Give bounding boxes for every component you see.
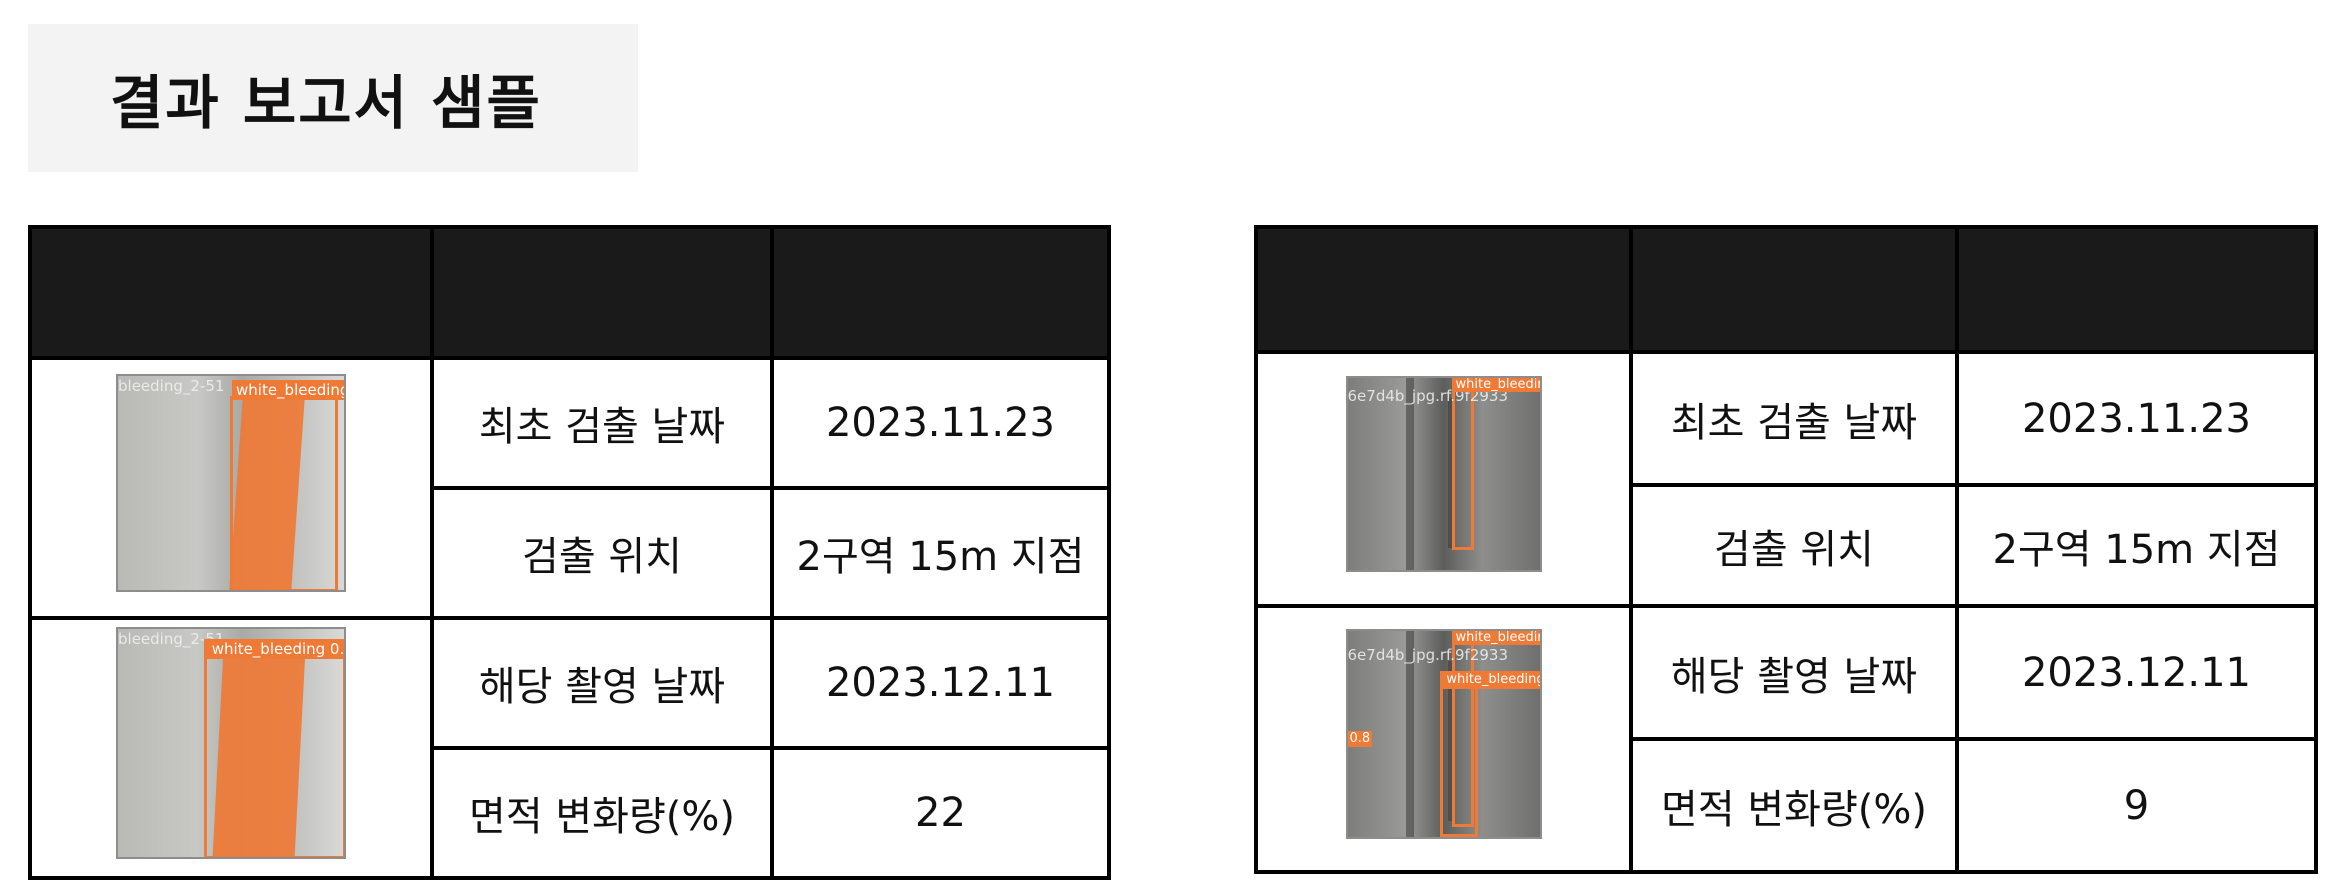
crack-mark <box>1405 378 1414 570</box>
row-value: 9 <box>1955 737 2318 874</box>
first-detection-image-cell: 6e7d4b_jpg.rf.9f2933 white_bleedin <box>1254 350 1633 608</box>
header-cell <box>1955 225 2318 354</box>
row-value: 2구역 15m 지점 <box>770 486 1111 620</box>
detection-box <box>204 649 344 857</box>
row-label: 해당 촬영 날짜 <box>1629 604 1959 741</box>
row-label: 면적 변화량(%) <box>430 746 774 880</box>
row-value: 2023.12.11 <box>1955 604 2318 741</box>
crack-mark <box>1447 661 1454 821</box>
row-label: 해당 촬영 날짜 <box>430 616 774 750</box>
header-cell <box>28 225 434 360</box>
current-detection-image: bleeding_2-51 white_bleeding 0. <box>116 627 346 859</box>
row-label: 최초 검출 날짜 <box>430 356 774 490</box>
image-label: bleeding_2-51 <box>118 630 225 648</box>
detection-box <box>230 396 338 590</box>
header-cell <box>770 225 1111 360</box>
table-row: 면적 변화량(%) 9 <box>1256 737 2318 874</box>
row-label: 검출 위치 <box>1629 483 1959 608</box>
table-header-row <box>1254 225 2318 354</box>
table-header-row <box>28 225 1111 360</box>
first-detection-image-cell: bleeding_2-51 white_bleeding <box>28 356 434 620</box>
current-detection-image: 6e7d4b_jpg.rf.9f2933 white_bleedin white… <box>1345 629 1542 839</box>
current-image-cell: 6e7d4b_jpg.rf.9f2933 white_bleedin white… <box>1254 604 1633 874</box>
crack-mark <box>1405 631 1414 837</box>
first-detection-image: bleeding_2-51 white_bleeding <box>116 374 346 592</box>
table-row: bleeding_2-51 white_bleeding 0. 해당 촬영 날짜… <box>28 616 1111 880</box>
detection-score-tag: 0.8 <box>1347 731 1373 747</box>
detection-box <box>1451 637 1474 827</box>
row-label: 검출 위치 <box>430 486 774 620</box>
table-row: 6e7d4b_jpg.rf.9f2933 white_bleedin white… <box>1254 604 2318 874</box>
table-row: 검출 위치 2구역 15m 지점 <box>30 486 1111 620</box>
page-title: 결과 보고서 샘플 <box>110 69 542 137</box>
crack-mark <box>1447 398 1454 548</box>
first-detection-image: 6e7d4b_jpg.rf.9f2933 white_bleedin <box>1345 376 1542 572</box>
row-value: 2023.11.23 <box>1955 350 2318 487</box>
image-label: 6e7d4b_jpg.rf.9f2933 <box>1347 646 1509 664</box>
detection-tag: white_bleedin <box>1451 378 1540 392</box>
report-table-1: bleeding_2-51 white_bleeding 최초 검출 날짜 20… <box>28 225 1111 880</box>
header-cell <box>1629 225 1959 354</box>
row-label: 최초 검출 날짜 <box>1629 350 1959 487</box>
table-row: 면적 변화량(%) 22 <box>30 746 1111 880</box>
detection-tag: white_bleeding <box>232 380 344 400</box>
detection-tag: white_bleeding <box>1439 671 1540 689</box>
table-row: bleeding_2-51 white_bleeding 최초 검출 날짜 20… <box>28 356 1111 620</box>
report-table-2: 6e7d4b_jpg.rf.9f2933 white_bleedin 최초 검출… <box>1254 225 2318 874</box>
detection-tag: white_bleeding 0. <box>204 639 344 659</box>
table-row: 검출 위치 2구역 15m 지점 <box>1256 483 2318 608</box>
image-label: bleeding_2-51 <box>118 377 225 395</box>
row-value: 2023.11.23 <box>770 356 1111 490</box>
row-value: 22 <box>770 746 1111 880</box>
header-cell <box>1254 225 1633 354</box>
table-row: 6e7d4b_jpg.rf.9f2933 white_bleedin 최초 검출… <box>1254 350 2318 608</box>
row-value: 2023.12.11 <box>770 616 1111 750</box>
header-cell <box>430 225 774 360</box>
row-value: 2구역 15m 지점 <box>1955 483 2318 608</box>
detection-box <box>1451 386 1474 550</box>
current-image-cell: bleeding_2-51 white_bleeding 0. <box>28 616 434 880</box>
detection-tag: white_bleedin <box>1451 631 1540 645</box>
title-box: 결과 보고서 샘플 <box>28 24 638 172</box>
row-label: 면적 변화량(%) <box>1629 737 1959 874</box>
